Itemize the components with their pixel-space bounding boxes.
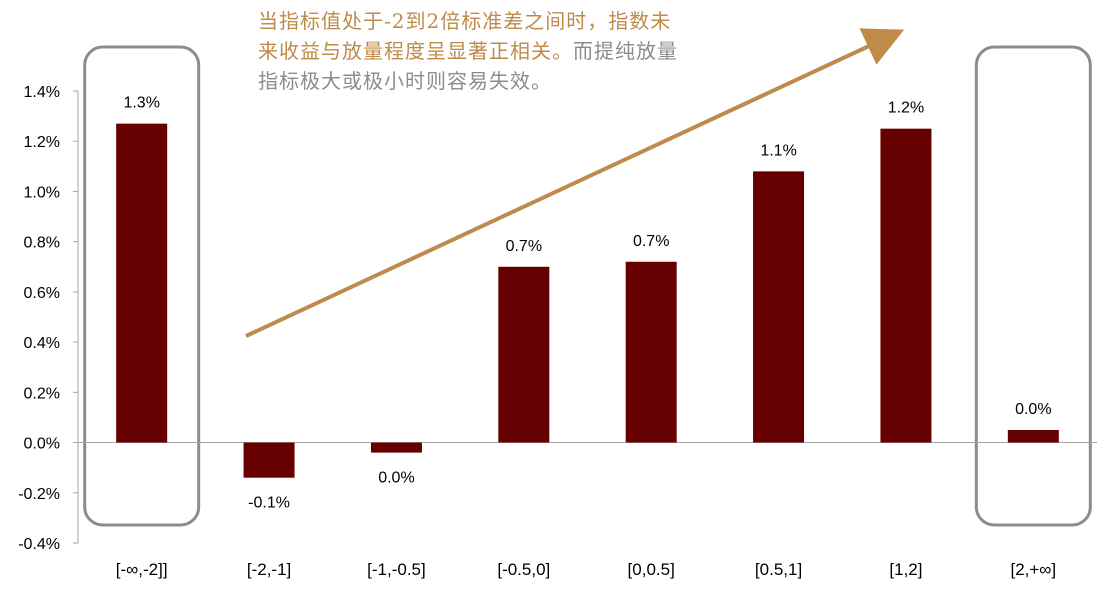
- y-tick-label: 1.4%: [24, 84, 60, 101]
- highlight-box: [974, 45, 1092, 527]
- data-label: 1.2%: [888, 100, 924, 117]
- x-tick-label: [-∞,-2]]: [116, 560, 168, 579]
- y-tick-label: -0.4%: [18, 536, 60, 553]
- bar: [753, 171, 805, 443]
- annotation-highlight-text: 当指标值处于-2到2倍标准差之间时，指数未来收益与放量程度呈显著正相关。: [258, 9, 672, 63]
- annotation-note-text: 而提纯放量指标极大或极小时则容易失效。: [258, 39, 678, 93]
- bar: [880, 128, 932, 443]
- x-tick-label: [0,0.5]: [628, 560, 675, 579]
- x-tick-label: [0.5,1]: [755, 560, 802, 579]
- data-label: 1.3%: [123, 95, 159, 112]
- bar: [1007, 430, 1059, 443]
- x-tick-label: [1,2]: [889, 560, 922, 579]
- data-label: -0.1%: [248, 495, 290, 512]
- data-label: 0.0%: [378, 470, 414, 487]
- x-tick-label: [-0.5,0]: [497, 560, 550, 579]
- y-tick-label: 0.4%: [24, 335, 60, 352]
- y-tick-label: 0.0%: [24, 436, 60, 453]
- bar: [116, 123, 168, 443]
- data-label: 0.7%: [633, 233, 669, 250]
- bar: [243, 442, 295, 478]
- data-label: 0.7%: [506, 238, 542, 255]
- y-tick-label: 0.6%: [24, 285, 60, 302]
- y-tick-label: 0.8%: [24, 235, 60, 252]
- chart-annotation: 当指标值处于-2到2倍标准差之间时，指数未来收益与放量程度呈显著正相关。而提纯放…: [258, 6, 678, 96]
- y-tick-label: -0.2%: [18, 486, 60, 503]
- data-label: 1.1%: [760, 142, 796, 159]
- y-tick-label: 0.2%: [24, 385, 60, 402]
- trend-arrow: [245, 28, 905, 338]
- x-tick-label: [-2,-1]: [247, 560, 291, 579]
- y-tick-label: 1.0%: [24, 184, 60, 201]
- bar: [370, 442, 422, 453]
- x-tick-label: [-1,-0.5]: [367, 560, 426, 579]
- highlight-box: [83, 45, 201, 527]
- y-tick-label: 1.2%: [24, 134, 60, 151]
- bar: [498, 266, 550, 443]
- bar: [625, 261, 677, 443]
- data-label: 0.0%: [1015, 401, 1051, 418]
- x-tick-label: [2,+∞]: [1010, 560, 1056, 579]
